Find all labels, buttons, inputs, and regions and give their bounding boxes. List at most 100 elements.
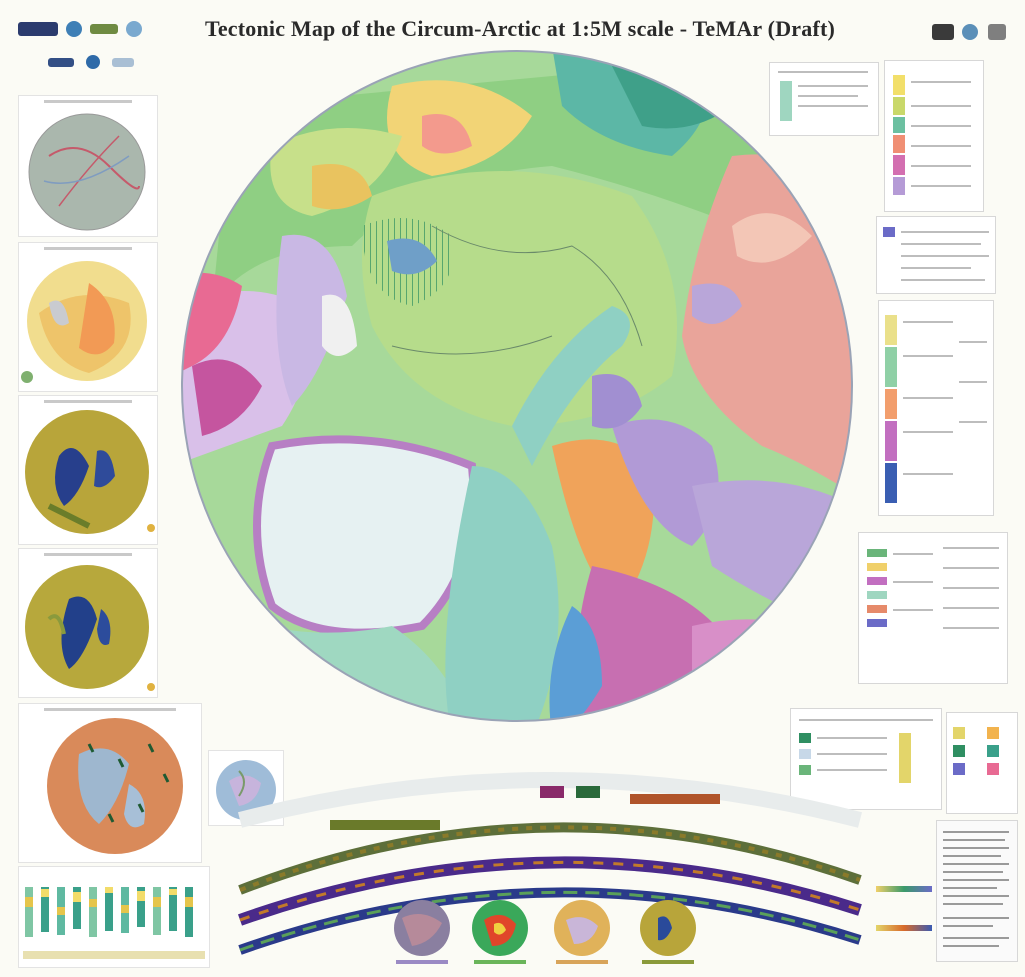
section-colorbar-2 (876, 925, 932, 931)
legend-line (911, 125, 971, 127)
inset-panel-1 (18, 95, 158, 237)
inset-panel-4 (18, 548, 158, 698)
legend-line (901, 279, 985, 281)
legend-line (798, 85, 868, 87)
inset-map-gravity (47, 718, 183, 854)
legend-line (943, 855, 1001, 857)
legend-line (817, 769, 887, 771)
legend-swatch (987, 745, 999, 757)
legend-line (893, 553, 933, 555)
legend-line (903, 431, 953, 433)
inset-bottom-4 (640, 900, 696, 964)
legend-line (943, 847, 1009, 849)
legend-swatch (867, 605, 887, 613)
legend-line (943, 917, 1009, 919)
legend-swatch (799, 765, 811, 775)
legend-line (943, 887, 997, 889)
logo-1 (18, 22, 58, 36)
legend-line (943, 903, 1003, 905)
legend-swatch (867, 563, 887, 571)
legend-swatch (893, 97, 905, 115)
inset-caption (44, 553, 132, 556)
legend-swatch (780, 81, 792, 121)
legend-line (798, 105, 868, 107)
legend-line (893, 609, 933, 611)
inset-panel-5 (18, 703, 202, 863)
legend-swatch (885, 463, 897, 503)
legend-tectonic-units (878, 300, 994, 516)
cross-sections (237, 772, 862, 955)
inset-bottom-2 (472, 900, 528, 964)
legend-line (911, 185, 971, 187)
legend-line (943, 839, 1005, 841)
unesco-icon (932, 24, 954, 40)
columns-chart (23, 887, 205, 959)
legend-line (943, 607, 999, 609)
legend-swatch (953, 727, 965, 739)
legend-line (943, 945, 999, 947)
legend-line (901, 231, 989, 233)
legend-swatch (987, 763, 999, 775)
vsegei-logo (90, 24, 118, 34)
legend-line (943, 879, 1009, 881)
legend-swatch (899, 733, 911, 783)
legend-magmatism (858, 532, 1008, 684)
legend-line (943, 925, 993, 927)
inset-map-topography (25, 410, 155, 534)
legend-line (911, 165, 971, 167)
legend-swatch (885, 421, 897, 461)
inset-caption (44, 247, 132, 250)
legend-line (911, 105, 971, 107)
legend-age-scale (884, 60, 984, 212)
legend-line (799, 719, 933, 721)
inset-map-bathymetry (25, 565, 155, 691)
legend-line (798, 95, 858, 97)
legend-swatch (885, 315, 897, 345)
notes-text-block (936, 820, 1018, 962)
legend-line (901, 255, 989, 257)
legend-swatch (953, 745, 965, 757)
legend-line (943, 627, 999, 629)
circum-arctic-map (181, 50, 853, 722)
legend-swatch (893, 117, 905, 133)
section-colorbar-1 (876, 886, 932, 892)
legend-swatch (893, 155, 905, 175)
legend-swatch (799, 733, 811, 743)
legend-swatch (799, 749, 811, 759)
legend-line (901, 267, 971, 269)
legend-line (959, 341, 987, 343)
inset-caption (44, 100, 132, 103)
inset-panel-3 (18, 395, 158, 545)
inset-panel-2 (18, 242, 158, 392)
legend-stratigraphy (769, 62, 879, 136)
legend-swatch (883, 227, 895, 237)
legend-swatch (987, 727, 999, 739)
logo-b (962, 24, 978, 40)
legend-line (817, 753, 887, 755)
map-title: Tectonic Map of the Circum-Arctic at 1:5… (204, 16, 836, 41)
legend-swatch (893, 135, 905, 153)
legend-swatch (893, 75, 905, 95)
legend-structures (876, 216, 996, 294)
legend-swatch (885, 347, 897, 387)
legend-line (943, 895, 1009, 897)
logo-2 (66, 21, 82, 37)
legend-line (903, 355, 953, 357)
legend-swatch (867, 549, 887, 557)
logo-4 (126, 21, 142, 37)
legend-swatch (885, 389, 897, 419)
legend-line (943, 831, 1009, 833)
logo-7 (112, 58, 134, 67)
legend-deposits (790, 708, 942, 810)
legend-line (903, 473, 953, 475)
inset-bottom-3 (554, 900, 610, 964)
inset-map-heatflow (21, 261, 147, 383)
legend-line (778, 71, 868, 73)
legend-swatch (867, 577, 887, 585)
legend-line (943, 547, 999, 549)
legend-swatch (867, 619, 887, 627)
legend-symbols (946, 712, 1018, 814)
inset-map-small (216, 760, 276, 820)
logo-5 (48, 58, 74, 67)
